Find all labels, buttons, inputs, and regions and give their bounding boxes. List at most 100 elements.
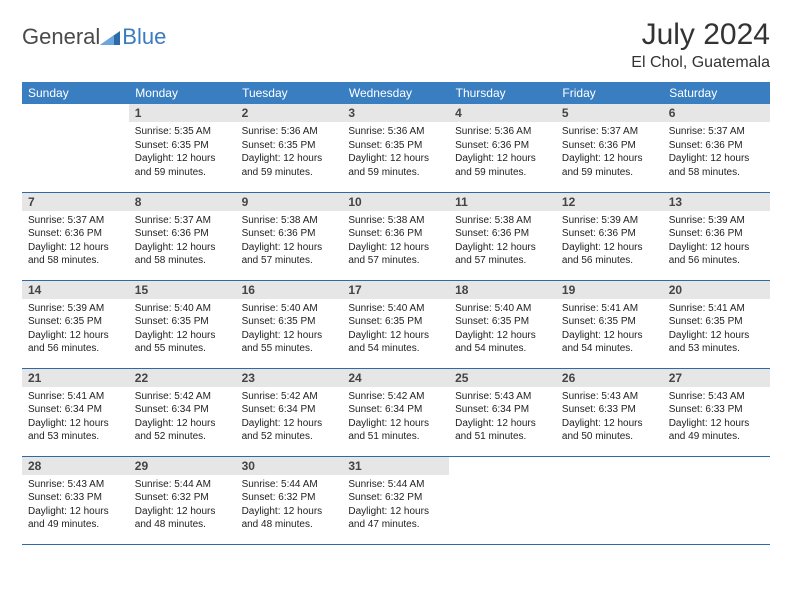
day-info: Sunrise: 5:40 AMSunset: 6:35 PMDaylight:… [129,299,236,361]
day-number: 20 [663,281,770,299]
daylight-text: Daylight: 12 hours and 51 minutes. [348,417,443,444]
calendar-cell: 9Sunrise: 5:38 AMSunset: 6:36 PMDaylight… [236,192,343,280]
sunrise-text: Sunrise: 5:40 AM [135,302,230,316]
day-number: 21 [22,369,129,387]
sunrise-text: Sunrise: 5:37 AM [562,125,657,139]
sunrise-text: Sunrise: 5:42 AM [135,390,230,404]
day-info: Sunrise: 5:38 AMSunset: 6:36 PMDaylight:… [449,211,556,273]
day-number [22,104,129,108]
calendar-body: 1Sunrise: 5:35 AMSunset: 6:35 PMDaylight… [22,104,770,544]
day-info: Sunrise: 5:36 AMSunset: 6:36 PMDaylight:… [449,122,556,184]
sunset-text: Sunset: 6:35 PM [669,315,764,329]
weekday-header: Monday [129,82,236,104]
day-number: 24 [342,369,449,387]
sunrise-text: Sunrise: 5:38 AM [242,214,337,228]
weekday-header: Friday [556,82,663,104]
daylight-text: Daylight: 12 hours and 51 minutes. [455,417,550,444]
day-number: 15 [129,281,236,299]
daylight-text: Daylight: 12 hours and 59 minutes. [455,152,550,179]
daylight-text: Daylight: 12 hours and 49 minutes. [28,505,123,532]
day-info: Sunrise: 5:43 AMSunset: 6:33 PMDaylight:… [663,387,770,449]
daylight-text: Daylight: 12 hours and 59 minutes. [348,152,443,179]
day-info: Sunrise: 5:41 AMSunset: 6:34 PMDaylight:… [22,387,129,449]
day-number [449,457,556,461]
calendar-cell [449,456,556,544]
day-number: 2 [236,104,343,122]
sunrise-text: Sunrise: 5:44 AM [135,478,230,492]
calendar-cell: 26Sunrise: 5:43 AMSunset: 6:33 PMDayligh… [556,368,663,456]
sunrise-text: Sunrise: 5:35 AM [135,125,230,139]
sunset-text: Sunset: 6:35 PM [135,315,230,329]
calendar-cell: 22Sunrise: 5:42 AMSunset: 6:34 PMDayligh… [129,368,236,456]
day-number: 8 [129,193,236,211]
daylight-text: Daylight: 12 hours and 57 minutes. [348,241,443,268]
sunset-text: Sunset: 6:32 PM [348,491,443,505]
logo: General Blue [22,18,166,50]
day-info: Sunrise: 5:39 AMSunset: 6:36 PMDaylight:… [663,211,770,273]
logo-text-general: General [22,24,100,50]
sunset-text: Sunset: 6:34 PM [135,403,230,417]
calendar-cell: 24Sunrise: 5:42 AMSunset: 6:34 PMDayligh… [342,368,449,456]
daylight-text: Daylight: 12 hours and 59 minutes. [242,152,337,179]
sunset-text: Sunset: 6:36 PM [562,227,657,241]
calendar-cell: 20Sunrise: 5:41 AMSunset: 6:35 PMDayligh… [663,280,770,368]
calendar-cell [22,104,129,192]
sunset-text: Sunset: 6:33 PM [669,403,764,417]
sunset-text: Sunset: 6:36 PM [28,227,123,241]
sunset-text: Sunset: 6:36 PM [455,227,550,241]
sunset-text: Sunset: 6:35 PM [242,139,337,153]
sunrise-text: Sunrise: 5:42 AM [242,390,337,404]
month-title: July 2024 [631,18,770,52]
sunset-text: Sunset: 6:36 PM [562,139,657,153]
sunset-text: Sunset: 6:36 PM [455,139,550,153]
sunrise-text: Sunrise: 5:41 AM [28,390,123,404]
sunrise-text: Sunrise: 5:38 AM [348,214,443,228]
sunset-text: Sunset: 6:34 PM [242,403,337,417]
day-number: 29 [129,457,236,475]
location: El Chol, Guatemala [631,54,770,72]
sunset-text: Sunset: 6:36 PM [669,227,764,241]
logo-text-blue: Blue [122,24,166,50]
day-info: Sunrise: 5:39 AMSunset: 6:35 PMDaylight:… [22,299,129,361]
day-number: 6 [663,104,770,122]
day-info: Sunrise: 5:42 AMSunset: 6:34 PMDaylight:… [342,387,449,449]
sunset-text: Sunset: 6:35 PM [242,315,337,329]
daylight-text: Daylight: 12 hours and 59 minutes. [562,152,657,179]
calendar-cell [663,456,770,544]
day-info: Sunrise: 5:44 AMSunset: 6:32 PMDaylight:… [236,475,343,537]
day-info: Sunrise: 5:39 AMSunset: 6:36 PMDaylight:… [556,211,663,273]
day-info: Sunrise: 5:44 AMSunset: 6:32 PMDaylight:… [129,475,236,537]
sunset-text: Sunset: 6:34 PM [348,403,443,417]
sunset-text: Sunset: 6:35 PM [135,139,230,153]
calendar-cell: 5Sunrise: 5:37 AMSunset: 6:36 PMDaylight… [556,104,663,192]
day-info: Sunrise: 5:38 AMSunset: 6:36 PMDaylight:… [236,211,343,273]
daylight-text: Daylight: 12 hours and 56 minutes. [669,241,764,268]
calendar-cell: 27Sunrise: 5:43 AMSunset: 6:33 PMDayligh… [663,368,770,456]
calendar-cell: 8Sunrise: 5:37 AMSunset: 6:36 PMDaylight… [129,192,236,280]
day-number: 26 [556,369,663,387]
calendar-table: Sunday Monday Tuesday Wednesday Thursday… [22,82,770,545]
daylight-text: Daylight: 12 hours and 55 minutes. [135,329,230,356]
daylight-text: Daylight: 12 hours and 48 minutes. [135,505,230,532]
calendar-row: 7Sunrise: 5:37 AMSunset: 6:36 PMDaylight… [22,192,770,280]
daylight-text: Daylight: 12 hours and 56 minutes. [28,329,123,356]
sunset-text: Sunset: 6:35 PM [455,315,550,329]
sunrise-text: Sunrise: 5:43 AM [455,390,550,404]
calendar-cell: 15Sunrise: 5:40 AMSunset: 6:35 PMDayligh… [129,280,236,368]
day-number: 18 [449,281,556,299]
calendar-cell: 7Sunrise: 5:37 AMSunset: 6:36 PMDaylight… [22,192,129,280]
sunrise-text: Sunrise: 5:36 AM [455,125,550,139]
day-number: 14 [22,281,129,299]
sunset-text: Sunset: 6:35 PM [348,315,443,329]
weekday-header: Wednesday [342,82,449,104]
day-info: Sunrise: 5:43 AMSunset: 6:33 PMDaylight:… [556,387,663,449]
sunrise-text: Sunrise: 5:40 AM [242,302,337,316]
day-number: 22 [129,369,236,387]
day-info: Sunrise: 5:37 AMSunset: 6:36 PMDaylight:… [22,211,129,273]
calendar-page: General Blue July 2024 El Chol, Guatemal… [0,0,792,563]
calendar-cell: 19Sunrise: 5:41 AMSunset: 6:35 PMDayligh… [556,280,663,368]
day-number: 3 [342,104,449,122]
daylight-text: Daylight: 12 hours and 54 minutes. [348,329,443,356]
sunrise-text: Sunrise: 5:42 AM [348,390,443,404]
sunrise-text: Sunrise: 5:37 AM [28,214,123,228]
